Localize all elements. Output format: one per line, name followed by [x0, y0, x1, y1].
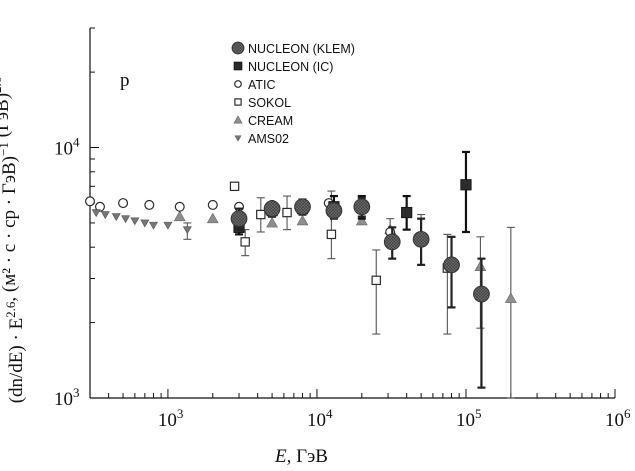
- x-axis-title: E, ГэВ: [274, 446, 328, 467]
- data-point: [144, 199, 155, 210]
- data-point: [263, 200, 281, 218]
- data-point: [383, 233, 401, 251]
- data-point: [111, 213, 121, 222]
- data-point: [240, 237, 250, 247]
- data-point: [294, 198, 311, 216]
- data-point: [230, 210, 248, 228]
- data-point: [174, 201, 185, 212]
- plot-frame: [89, 28, 615, 399]
- x-tick-label: 105: [456, 406, 482, 431]
- data-point: [412, 230, 430, 248]
- data-point: [266, 216, 279, 228]
- legend-label: ATIC: [248, 78, 276, 92]
- data-point: [325, 202, 343, 219]
- data-point: [296, 214, 309, 226]
- x-tick-label: 104: [307, 406, 333, 431]
- data-point: [100, 211, 110, 220]
- legend-label: SOKOL: [248, 96, 291, 110]
- legend-label: AMS02: [248, 132, 289, 146]
- legend-marker: [234, 80, 242, 88]
- legend-marker: [234, 135, 242, 142]
- legend-marker: [233, 115, 243, 124]
- data-point: [84, 196, 95, 207]
- data-point: [173, 210, 186, 222]
- data-point: [282, 207, 292, 218]
- data-point: [182, 226, 192, 235]
- data-point: [229, 181, 240, 192]
- data-point: [206, 212, 219, 224]
- data-point: [371, 275, 381, 286]
- legend-label: NUCLEON (KLEM): [248, 42, 355, 56]
- data-point: [148, 221, 158, 230]
- series-nucleon-klem: [230, 196, 490, 389]
- data-point: [504, 292, 517, 303]
- data-point: [207, 199, 218, 210]
- panel-label: p: [120, 70, 130, 91]
- data-point: [163, 221, 173, 230]
- data-point: [121, 215, 131, 224]
- legend-marker: [234, 98, 242, 106]
- data-marks: [84, 150, 517, 399]
- series-atic: [84, 196, 427, 266]
- data-point: [94, 201, 105, 212]
- data-point: [355, 214, 368, 226]
- data-point: [130, 217, 140, 226]
- legend-label: NUCLEON (IC): [248, 60, 333, 74]
- x-tick-label: 103: [158, 406, 184, 431]
- series-sokol: [229, 181, 453, 335]
- data-point: [326, 229, 337, 240]
- data-point: [91, 209, 101, 218]
- y-tick-label: 103: [54, 385, 80, 410]
- data-point: [256, 209, 266, 220]
- series-cream: [173, 210, 517, 399]
- data-point: [118, 198, 129, 209]
- y-axis-title: (dn/dE) · E2.6, (м² · с · ср · ГэВ)−1 (Г…: [0, 76, 27, 403]
- data-point: [401, 206, 413, 219]
- legend-marker: [231, 41, 245, 55]
- legend-marker: [233, 61, 243, 71]
- axis-ticks: 103 104 105 106 103 104: [54, 27, 631, 431]
- data-point: [443, 256, 460, 274]
- data-point: [473, 285, 490, 303]
- data-point: [140, 219, 150, 228]
- x-tick-label: 106: [605, 406, 631, 431]
- data-point: [353, 198, 371, 216]
- data-point: [460, 179, 472, 191]
- legend: NUCLEON (KLEM) NUCLEON (IC) ATIC SOKOL CREAM…: [231, 41, 355, 146]
- legend-label: CREAM: [248, 114, 293, 128]
- y-tick-label: 104: [54, 135, 80, 160]
- series-ams02: [91, 209, 192, 240]
